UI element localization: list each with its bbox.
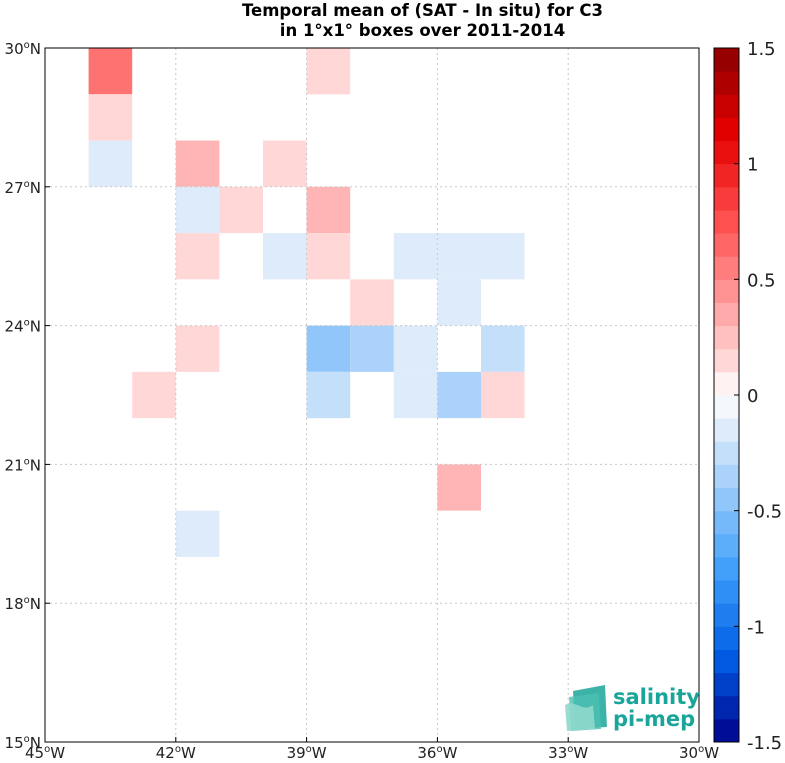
colorbar-tick-label: -1.5 bbox=[747, 733, 782, 754]
colorbar-segment bbox=[714, 695, 739, 720]
colorbar-segment bbox=[714, 487, 739, 512]
colorbar-segment bbox=[714, 163, 739, 188]
x-tick-label: 39oW bbox=[287, 744, 327, 762]
heatmap-cell bbox=[175, 186, 220, 234]
y-tick-label: 30oN bbox=[5, 40, 41, 58]
colorbar-segment bbox=[714, 325, 739, 350]
colorbar-segment bbox=[714, 94, 739, 118]
y-tick-label: 18oN bbox=[5, 595, 41, 613]
colorbar-tick-label: 0 bbox=[747, 386, 758, 407]
heatmap-cell bbox=[481, 371, 525, 419]
heatmap-cell bbox=[132, 371, 176, 419]
x-tick-label: 33oW bbox=[548, 744, 588, 762]
heatmap-cell bbox=[437, 464, 481, 511]
colorbar-tick-label: -1 bbox=[747, 617, 765, 638]
colorbar-segment bbox=[714, 209, 739, 234]
plot-frame bbox=[44, 47, 700, 743]
heatmap-cell bbox=[350, 325, 394, 372]
heatmap-cell bbox=[306, 48, 351, 95]
colorbar-segment bbox=[714, 371, 739, 396]
colorbar-segment bbox=[714, 256, 739, 280]
heatmap-cell bbox=[350, 279, 394, 326]
colorbar-segment bbox=[714, 626, 739, 650]
y-tick-label: 15oN bbox=[5, 734, 41, 752]
logo-line1: salinity bbox=[613, 685, 700, 709]
colorbar-tick-label: 1 bbox=[747, 155, 758, 176]
heatmap-cell bbox=[306, 233, 351, 280]
y-tick-label: 24oN bbox=[5, 318, 41, 336]
heatmap-cell bbox=[393, 371, 438, 419]
heatmap-cell bbox=[175, 233, 220, 280]
colorbar-segment bbox=[714, 718, 739, 743]
colorbar-tick-label: -0.5 bbox=[747, 502, 782, 523]
colorbar-segment bbox=[714, 348, 739, 373]
colorbar-ticks: -1.5 -1 -0.5 0 0.5 1 1.5 bbox=[734, 39, 782, 754]
chart-title-line1: Temporal mean of (SAT - In situ) for C3 bbox=[241, 1, 604, 20]
heatmap-cell bbox=[437, 371, 481, 419]
colorbar-segment bbox=[714, 556, 739, 581]
colorbar-segment bbox=[714, 580, 739, 604]
colorbar-segment bbox=[714, 140, 739, 165]
heatmap-cell bbox=[481, 325, 525, 372]
chart-title-line2: in 1°x1° boxes over 2011-2014 bbox=[279, 21, 566, 40]
x-axis-ticks: 45oW 42oW 39oW 36oW 33oW 30oW bbox=[25, 737, 719, 762]
heatmap-cell bbox=[481, 233, 525, 280]
grid-lines bbox=[45, 48, 699, 742]
heatmap-cell bbox=[393, 233, 438, 280]
colorbar-segment bbox=[714, 603, 739, 627]
colorbar-tick-label: 0.5 bbox=[747, 270, 776, 291]
heatmap-cell bbox=[263, 233, 307, 280]
y-tick-label: 21oN bbox=[5, 456, 41, 474]
colorbar-segment bbox=[714, 279, 739, 303]
colorbar-segment bbox=[714, 464, 739, 489]
heatmap-cell bbox=[306, 371, 351, 419]
heatmap-cell bbox=[437, 279, 481, 326]
colorbar-segment bbox=[714, 441, 739, 465]
salinity-pimep-logo: salinity pi-mep bbox=[565, 685, 700, 731]
heatmap-cell bbox=[306, 325, 351, 372]
heatmap-cell bbox=[88, 48, 133, 95]
colorbar-segment bbox=[714, 649, 739, 674]
heatmap-cell bbox=[393, 325, 438, 372]
colorbar-segment bbox=[714, 117, 739, 142]
y-tick-label: 27oN bbox=[5, 179, 41, 197]
colorbar-tick-label: 1.5 bbox=[747, 39, 776, 60]
heatmap-cell bbox=[175, 510, 220, 557]
colorbar-segment bbox=[714, 533, 739, 558]
heatmap-cell bbox=[88, 140, 133, 187]
y-axis-ticks: 15oN 18oN 21oN 24oN 27oN 30oN bbox=[5, 40, 50, 752]
heatmap-cell bbox=[219, 186, 263, 234]
x-tick-label: 45oW bbox=[25, 744, 65, 762]
x-tick-label: 42oW bbox=[156, 744, 196, 762]
heatmap-cells bbox=[88, 48, 525, 557]
x-tick-label: 36oW bbox=[417, 744, 457, 762]
colorbar-segment bbox=[714, 71, 739, 95]
colorbar-segment bbox=[714, 395, 739, 419]
heatmap-cell bbox=[175, 325, 220, 372]
logo-icon bbox=[565, 685, 607, 731]
logo-line2: pi-mep bbox=[613, 707, 695, 731]
x-tick-label: 30oW bbox=[679, 744, 719, 762]
colorbar bbox=[713, 47, 740, 743]
heatmap-cell bbox=[306, 186, 351, 234]
colorbar-segment bbox=[714, 186, 739, 211]
heatmap-cell bbox=[175, 140, 220, 187]
heatmap-cell bbox=[88, 94, 133, 141]
heatmap-cell bbox=[437, 233, 481, 280]
heatmap-cell bbox=[263, 140, 307, 187]
colorbar-segment bbox=[714, 302, 739, 327]
colorbar-segment bbox=[714, 510, 739, 535]
colorbar-segment bbox=[714, 418, 739, 442]
colorbar-segment bbox=[714, 48, 739, 72]
colorbar-segment bbox=[714, 233, 739, 257]
colorbar-segment bbox=[714, 672, 739, 697]
